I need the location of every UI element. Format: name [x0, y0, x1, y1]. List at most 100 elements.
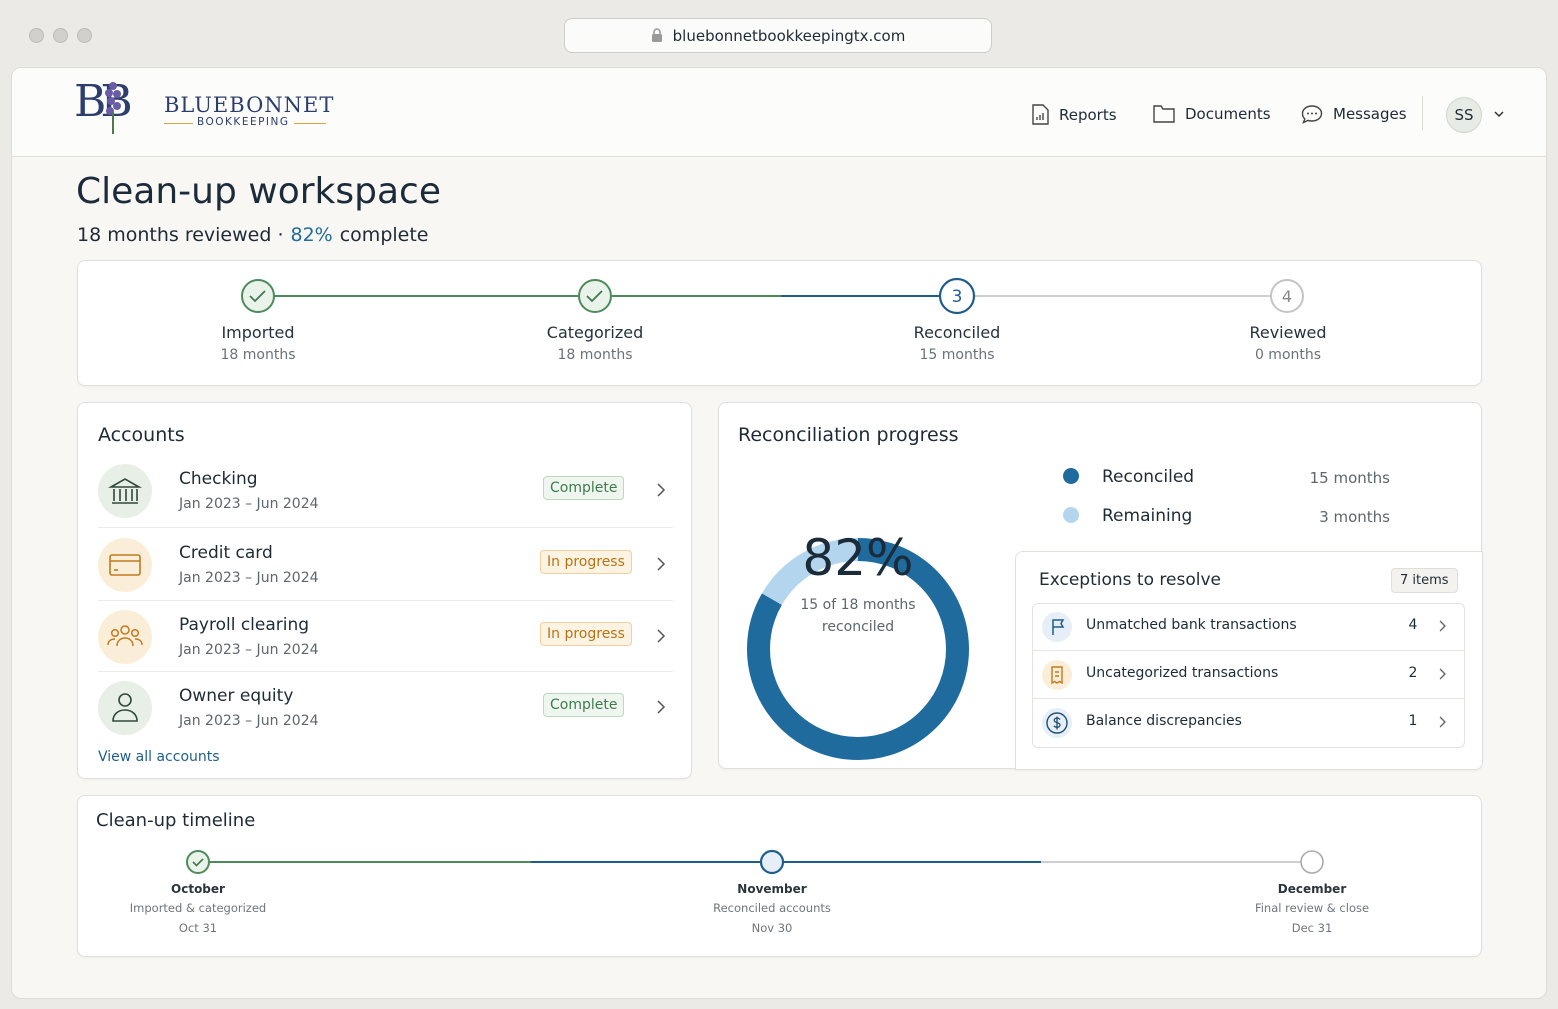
- milestone-detail: Reconciled accounts: [713, 901, 831, 915]
- avatar[interactable]: SS: [1446, 97, 1482, 133]
- step-detail: 18 months: [220, 347, 296, 363]
- nav-documents[interactable]: Documents: [1153, 104, 1271, 123]
- messages-icon: [1301, 105, 1323, 124]
- status-badge: In progress: [540, 550, 632, 574]
- exception-icon: [1042, 612, 1072, 642]
- summary-prefix: 18 months reviewed ·: [77, 224, 284, 246]
- app-header: BB BLUEBONNET BOOKKEEPING Reports Docume…: [12, 68, 1546, 157]
- logo-subtitle: BOOKKEEPING: [193, 116, 294, 128]
- nav-label: Messages: [1333, 105, 1407, 123]
- nav-reports[interactable]: Reports: [1031, 104, 1117, 125]
- legend-label: Reconciled: [1102, 467, 1194, 487]
- exception-icon: [1042, 660, 1072, 690]
- milestone-date: Oct 31: [178, 921, 218, 935]
- stepper-track: 3 4: [241, 277, 1304, 315]
- step-number: 3: [952, 287, 963, 307]
- step-label: Reconciled: [913, 323, 1001, 342]
- step-marker: [1270, 279, 1304, 313]
- exception-label: Balance discrepancies: [1086, 713, 1242, 729]
- avatar-caret[interactable]: [1493, 110, 1505, 118]
- account-dates: Jan 2023 – Jun 2024: [179, 713, 319, 729]
- card-title: Clean-up timeline: [96, 810, 256, 831]
- milestone-date: Dec 31: [1291, 921, 1333, 935]
- step-marker: [938, 277, 976, 315]
- summary-suffix: complete: [339, 224, 429, 246]
- window-minimize[interactable]: [53, 28, 68, 43]
- milestone-detail: Imported & categorized: [129, 901, 267, 915]
- address-bar[interactable]: bluebonnetbookkeepingtx.com: [564, 18, 992, 53]
- chevron: [657, 483, 666, 497]
- status-badge: In progress: [540, 622, 632, 646]
- timeline-marker: [186, 850, 210, 874]
- step-marker: [578, 279, 612, 313]
- nav-label: Documents: [1185, 104, 1271, 123]
- legend-swatch: [1063, 507, 1079, 523]
- milestone-date: Nov 30: [751, 921, 793, 935]
- step-label: Imported: [221, 323, 295, 342]
- logo-title: BLUEBONNET: [164, 93, 335, 117]
- exception-label: Unmatched bank transactions: [1086, 617, 1297, 633]
- donut-caption: 15 of 18 months reconciled: [800, 597, 916, 635]
- page-title: Clean-up workspace: [76, 171, 441, 212]
- row-divider: [98, 671, 673, 672]
- nav-messages[interactable]: Messages: [1301, 104, 1407, 124]
- timeline-marker: [759, 849, 785, 875]
- account-icon: [98, 610, 152, 664]
- legend-swatch: [1063, 468, 1079, 484]
- donut-center-value: 82%: [802, 529, 914, 587]
- url: bluebonnetbookkeepingtx.com: [672, 26, 906, 45]
- page-summary: 18 months reviewed · 82% complete: [77, 224, 428, 246]
- account-dates: Jan 2023 – Jun 2024: [179, 570, 319, 586]
- chevron: [657, 557, 666, 571]
- legend-label: Remaining: [1102, 506, 1192, 526]
- exception-count: 2: [1408, 665, 1418, 681]
- row-divider: [98, 600, 673, 601]
- chevron: [1439, 716, 1446, 728]
- account-dates: Jan 2023 – Jun 2024: [179, 496, 319, 512]
- account-name: Credit card: [179, 543, 273, 563]
- chevron: [657, 629, 666, 643]
- exceptions-badge: 7 items: [1391, 568, 1458, 593]
- logo-flower: [105, 82, 121, 134]
- step-label: Reviewed: [1249, 323, 1327, 342]
- timeline-marker: [1300, 850, 1324, 874]
- exception-icon: [1042, 708, 1072, 738]
- account-name: Payroll clearing: [179, 615, 310, 635]
- timeline-card: Clean-up timeline October Imported & cat…: [77, 795, 1482, 957]
- chevron: [1439, 668, 1446, 680]
- milestone-detail: Final review & close: [1254, 901, 1370, 915]
- milestone-month: December: [1277, 882, 1347, 896]
- window-close[interactable]: [29, 28, 44, 43]
- card-title: Accounts: [98, 424, 185, 446]
- step-marker: [241, 279, 275, 313]
- account-dates: Jan 2023 – Jun 2024: [179, 642, 319, 658]
- account-icon: [98, 464, 152, 518]
- documents-icon: [1153, 105, 1175, 123]
- exception-row[interactable]: Balance discrepancies 1: [1033, 698, 1464, 746]
- account-row[interactable]: Credit card Jan 2023 – Jun 2024 In progr…: [98, 538, 673, 610]
- timeline-track: [186, 849, 1324, 875]
- account-name: Checking: [179, 469, 258, 489]
- row-divider: [98, 527, 673, 528]
- step-number: 4: [1282, 287, 1292, 306]
- nav-divider: [1422, 96, 1423, 130]
- accounts-card: Accounts Checking Jan 2023 – Jun 2024 Co…: [77, 402, 692, 779]
- reports-icon: [1032, 104, 1049, 125]
- legend-value: 15 months: [1310, 469, 1391, 487]
- exception-row[interactable]: Uncategorized transactions 2: [1033, 650, 1464, 698]
- account-row[interactable]: Payroll clearing Jan 2023 – Jun 2024 In …: [98, 610, 673, 682]
- donut-segment: [747, 538, 969, 760]
- view-all-link[interactable]: View all accounts: [98, 749, 220, 765]
- logo-monogram: BB: [74, 76, 133, 127]
- window-zoom[interactable]: [77, 28, 92, 43]
- account-row[interactable]: Owner equity Jan 2023 – Jun 2024 Complet…: [98, 681, 673, 753]
- exception-label: Uncategorized transactions: [1086, 665, 1279, 681]
- chevron: [1439, 620, 1446, 632]
- donut-chart: Reconciled 15 months Remaining 3 months: [747, 467, 1391, 760]
- milestone-month: November: [737, 882, 807, 896]
- account-row[interactable]: Checking Jan 2023 – Jun 2024 Complete: [98, 464, 673, 536]
- exception-row[interactable]: Unmatched bank transactions 4: [1033, 604, 1464, 650]
- app-window: BB BLUEBONNET BOOKKEEPING Reports Docume…: [11, 67, 1547, 999]
